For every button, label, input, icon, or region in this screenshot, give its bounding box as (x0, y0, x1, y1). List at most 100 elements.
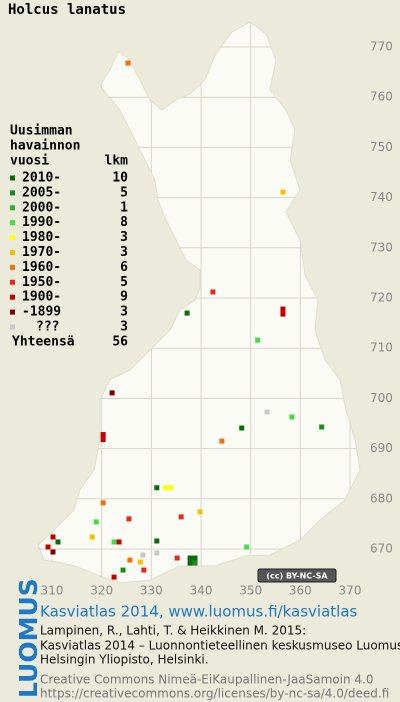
badge-text: (cc) BY-NC-SA (266, 572, 328, 581)
legend-swatch (10, 220, 15, 226)
occurrence (140, 552, 146, 558)
atlas-link[interactable]: Kasviatlas 2014, www.luomus.fi/kasviatla… (40, 603, 358, 621)
occurrence (100, 500, 106, 506)
title: Holcus lanatus (8, 2, 126, 18)
legend-swatch (10, 324, 15, 330)
legend-count: 3 (120, 320, 128, 335)
occurrence (125, 60, 131, 66)
legend: Uusimman havainnon vuosi lkm 2010- 10 2005… (10, 124, 129, 349)
legend-label: 1950- (22, 275, 61, 290)
legend-total-label: Yhteensä (12, 334, 75, 349)
occurrence (141, 567, 147, 573)
occurrence (50, 534, 56, 540)
occurrence (184, 310, 190, 316)
legend-count: 3 (120, 305, 128, 320)
occurrence (174, 555, 180, 561)
occurrence (187, 555, 193, 561)
license-line[interactable]: https://creativecommons.org/licenses/by-… (40, 687, 389, 701)
legend-count-heading: lkm (105, 154, 129, 169)
x-tick-label: 340 (190, 584, 213, 598)
occurrence (154, 485, 160, 491)
occurrence (192, 560, 198, 566)
legend-label: 1980- (22, 230, 61, 245)
occurrence (109, 390, 115, 396)
occurrence (197, 509, 203, 515)
legend-swatch (10, 264, 15, 270)
occurrence (137, 559, 143, 565)
occurrence (239, 425, 245, 431)
occurrence (126, 516, 132, 522)
occurrence (280, 306, 286, 312)
legend-label: 1990- (22, 215, 61, 230)
occurrence (210, 289, 216, 295)
legend-swatch (10, 205, 15, 211)
x-tick-label: 370 (339, 584, 362, 598)
occurrence (120, 567, 126, 573)
legend-swatch (10, 309, 15, 315)
legend-label: -1899 (22, 305, 61, 320)
occurrence (100, 432, 106, 438)
x-tick-label: 330 (140, 584, 163, 598)
occurrence (178, 514, 184, 520)
x-tick-label: 360 (289, 584, 312, 598)
occurrence (264, 409, 270, 415)
legend-swatch (10, 235, 15, 241)
occurrence (93, 519, 99, 525)
legend-count: 3 (120, 230, 128, 245)
legend-label: ??? (36, 320, 59, 335)
legend-count: 1 (120, 200, 128, 215)
occurrence (50, 549, 56, 555)
legend-swatch (10, 279, 15, 285)
legend-heading: havainnon (10, 139, 80, 154)
legend-heading: Uusimman (10, 124, 73, 139)
occurrence (89, 534, 95, 540)
occurrence (154, 550, 160, 556)
y-tick-label: 760 (370, 90, 393, 104)
x-tick-label: 310 (41, 584, 64, 598)
license-badge: (cc) BY-NC-SA (257, 568, 337, 583)
y-tick-label: 730 (370, 240, 393, 254)
legend-label: 1970- (22, 245, 61, 260)
occurrence (55, 539, 61, 545)
legend-swatch (10, 294, 15, 300)
y-tick-label: 750 (370, 140, 393, 154)
axis-ticks: 310 320 330 340 350 360 3706706806907007107207… (41, 40, 393, 598)
citation-line: Lampinen, R., Lahti, T. & Heikkinen M. 2… (40, 624, 306, 638)
legend-swatch (10, 175, 15, 181)
legend-count: 5 (120, 185, 128, 200)
occurrence (280, 189, 286, 195)
occurrence (219, 438, 225, 444)
occurrence (168, 485, 174, 491)
y-tick-label: 680 (370, 491, 393, 505)
occurrence (45, 544, 51, 550)
occurrence (100, 437, 106, 443)
x-tick-label: 350 (239, 584, 262, 598)
occurrence (244, 544, 250, 550)
country-outline (37, 21, 361, 584)
occurrence (289, 414, 295, 420)
legend-count: 5 (120, 275, 128, 290)
legend-label: 2010- (22, 171, 61, 186)
y-tick-label: 740 (370, 190, 393, 204)
citation-line: Kasviatlas 2014 – Luonnontieteellinen ke… (40, 639, 400, 653)
y-tick-label: 720 (370, 291, 393, 305)
occurrence (116, 539, 122, 545)
citation-line: Helsingin Yliopisto, Helsinki. (40, 653, 209, 667)
legend-count: 9 (120, 290, 128, 305)
occurrences (45, 60, 325, 580)
occurrence (163, 485, 169, 491)
occurrence (319, 424, 325, 430)
occurrence (154, 538, 160, 544)
legend-label: 2005- (22, 185, 61, 200)
y-tick-label: 670 (370, 542, 393, 556)
y-tick-label: 690 (370, 441, 393, 455)
badge-box (257, 568, 337, 583)
legend-swatch (10, 250, 15, 255)
legend-label: 1900- (22, 290, 61, 305)
legend-count: 6 (120, 260, 128, 275)
legend-count: 3 (120, 245, 128, 260)
license-line: Creative Commons Nimeä-EiKaupallinen-Jaa… (40, 673, 374, 687)
legend-count: 10 (112, 171, 128, 186)
logo: LUOMUS (14, 578, 43, 698)
